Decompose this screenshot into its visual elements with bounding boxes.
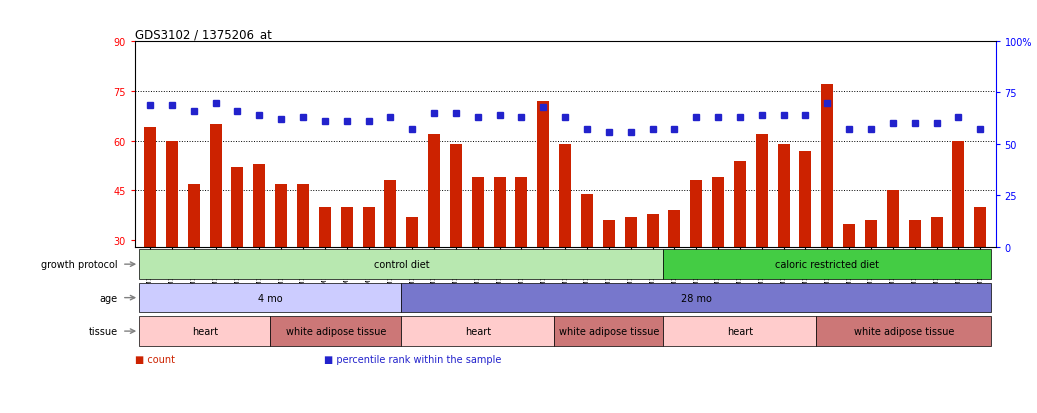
Bar [581, 195, 593, 340]
Bar [602, 221, 615, 340]
Text: ■ count: ■ count [135, 354, 175, 364]
Bar [974, 208, 986, 340]
FancyBboxPatch shape [664, 317, 816, 346]
FancyBboxPatch shape [816, 317, 991, 346]
Text: 4 mo: 4 mo [258, 293, 282, 303]
FancyBboxPatch shape [401, 283, 991, 313]
Text: 28 mo: 28 mo [681, 293, 711, 303]
Bar [341, 208, 353, 340]
Text: white adipose tissue: white adipose tissue [285, 326, 386, 336]
Bar [537, 102, 550, 340]
Bar [363, 208, 374, 340]
Bar [428, 135, 440, 340]
Bar [318, 208, 331, 340]
Bar [494, 178, 506, 340]
Bar [624, 218, 637, 340]
Bar [800, 151, 812, 340]
Text: tissue: tissue [88, 326, 117, 336]
Bar [778, 145, 789, 340]
Bar [144, 128, 157, 340]
Bar [756, 135, 767, 340]
Bar [166, 141, 178, 340]
Bar [821, 85, 834, 340]
Text: caloric restricted diet: caloric restricted diet [776, 259, 879, 270]
Bar [930, 218, 943, 340]
Bar [669, 211, 680, 340]
Bar [908, 221, 921, 340]
Bar [952, 141, 964, 340]
Text: GDS3102 / 1375206_at: GDS3102 / 1375206_at [135, 28, 272, 40]
FancyBboxPatch shape [139, 317, 271, 346]
Bar [865, 221, 877, 340]
FancyBboxPatch shape [139, 250, 664, 279]
Text: heart: heart [727, 326, 753, 336]
Bar [231, 168, 244, 340]
Text: white adipose tissue: white adipose tissue [559, 326, 660, 336]
Text: ■ percentile rank within the sample: ■ percentile rank within the sample [325, 354, 502, 364]
Text: growth protocol: growth protocol [41, 259, 117, 270]
Bar [253, 164, 265, 340]
Text: control diet: control diet [373, 259, 429, 270]
Bar [209, 125, 222, 340]
Bar [646, 214, 658, 340]
Bar [188, 184, 200, 340]
Bar [385, 181, 396, 340]
Bar [887, 191, 899, 340]
Bar [472, 178, 484, 340]
Text: heart: heart [465, 326, 491, 336]
Bar [450, 145, 461, 340]
FancyBboxPatch shape [271, 317, 401, 346]
Bar [297, 184, 309, 340]
Bar [734, 161, 746, 340]
Text: age: age [100, 293, 117, 303]
Bar [275, 184, 287, 340]
FancyBboxPatch shape [554, 317, 664, 346]
Bar [691, 181, 702, 340]
Bar [712, 178, 724, 340]
FancyBboxPatch shape [139, 283, 401, 313]
Bar [515, 178, 528, 340]
Bar [407, 218, 418, 340]
Bar [843, 224, 856, 340]
FancyBboxPatch shape [664, 250, 991, 279]
Bar [559, 145, 571, 340]
Text: white adipose tissue: white adipose tissue [853, 326, 954, 336]
Text: heart: heart [192, 326, 218, 336]
FancyBboxPatch shape [401, 317, 554, 346]
